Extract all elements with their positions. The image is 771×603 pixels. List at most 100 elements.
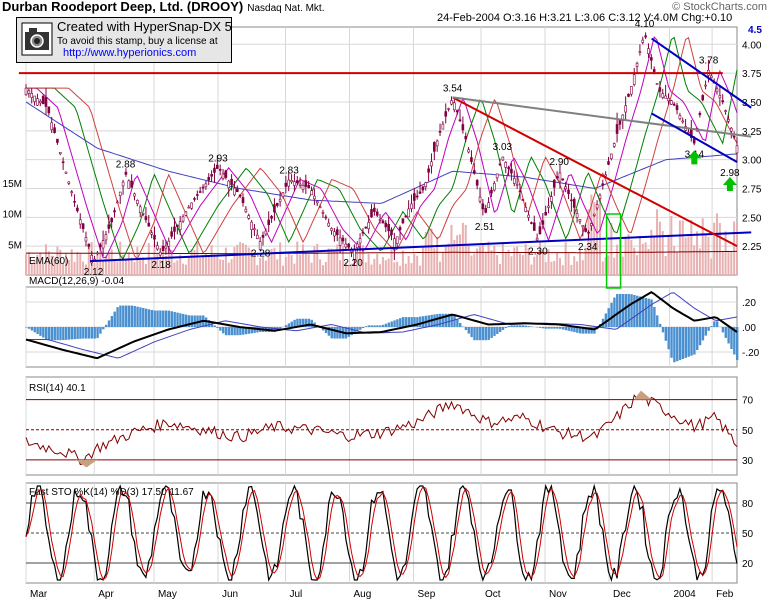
price-candle (87, 243, 91, 247)
volume-bar (450, 224, 453, 275)
trendline-channel-top (651, 37, 752, 109)
price-candle (67, 181, 71, 184)
price-candle (267, 219, 271, 225)
volume-bar (627, 234, 630, 275)
price-candle (672, 103, 676, 106)
price-candle (558, 172, 562, 182)
volume-bar (116, 261, 119, 275)
macd-hist-bar (136, 306, 139, 327)
sto-d-line (25, 486, 738, 581)
price-annotation: 3.54 (443, 83, 463, 94)
macd-hist-bar (356, 327, 359, 332)
price-candle (290, 180, 293, 183)
volume-bar (718, 223, 721, 275)
volume-bar (219, 259, 222, 275)
price-candle (481, 203, 485, 210)
price-candle (530, 222, 533, 224)
price-candle (378, 218, 382, 221)
price-candle (216, 164, 219, 169)
volume-bar (142, 257, 145, 275)
macd-hist-bar (142, 307, 145, 327)
price-candle (275, 202, 279, 206)
macd-hist-bar (247, 327, 251, 334)
volume-bar (76, 252, 79, 275)
price-candle (664, 95, 667, 99)
volume-bar (447, 243, 450, 275)
volume-bar (259, 257, 262, 275)
price-candle (607, 161, 610, 165)
price-candle (167, 240, 171, 247)
price-annotation: 2.51 (475, 222, 495, 233)
price-candle (538, 226, 542, 235)
volume-bar (399, 265, 402, 275)
macd-hist-bar (39, 327, 42, 336)
macd-hist-bar (487, 327, 490, 340)
price-candle (347, 243, 350, 248)
volume-bar (430, 228, 433, 275)
volume-bar (704, 233, 707, 275)
month-tick-label: Mar (30, 589, 48, 600)
price-candle (450, 100, 453, 105)
volume-bar (222, 260, 225, 275)
volume-bar (127, 252, 130, 275)
macd-hist-bar (396, 319, 399, 327)
volume-bar (396, 261, 399, 275)
macd-hist-bar (721, 327, 725, 333)
macd-hist-bar (736, 327, 739, 360)
ema-label: EMA(60) (29, 256, 68, 267)
macd-hist-bar (384, 323, 388, 327)
volume-bar (727, 250, 730, 275)
volume-bar (521, 254, 524, 275)
macd-hist-bar (724, 327, 727, 338)
price-annotation: 2.12 (84, 267, 104, 278)
stamp-link[interactable]: http://www.hyperionics.com (63, 47, 197, 59)
volume-bar (204, 253, 207, 275)
price-candle (161, 245, 165, 252)
volume-bar (99, 242, 102, 275)
price-candle (138, 206, 142, 213)
price-candle (390, 229, 393, 235)
volume-bar (578, 249, 581, 275)
macd-hist-bar (204, 317, 208, 327)
macd-hist-bar (350, 327, 353, 336)
volume-bar (190, 249, 193, 275)
price-candle (116, 201, 119, 204)
price-candle (264, 230, 268, 235)
price-candle (595, 204, 599, 209)
macd-hist-bar (122, 305, 125, 327)
macd-hist-bar (627, 294, 630, 327)
volume-bar (256, 265, 259, 275)
macd-hist-bar (473, 327, 476, 341)
volume-bar (70, 249, 73, 275)
volume-bar (381, 257, 384, 275)
macd-hist-bar (681, 327, 685, 359)
macd-hist-bar (42, 327, 45, 338)
volume-bar (299, 254, 302, 275)
volume-bar (170, 249, 173, 275)
volume-bar (661, 230, 664, 275)
volume-bar (336, 244, 339, 275)
price-candle (361, 231, 365, 234)
macd-hist-bar (510, 325, 513, 327)
macd-hist-bar (641, 297, 645, 327)
price-candle (218, 169, 222, 171)
price-candle (652, 69, 656, 73)
price-candle (555, 176, 559, 179)
macd-hist-bar (459, 322, 462, 327)
macd-hist-bar (179, 313, 182, 327)
macd-hist-bar (661, 327, 665, 333)
price-candle (333, 231, 336, 237)
ma-magenta-line (26, 35, 738, 259)
price-candle (727, 119, 730, 122)
macd-hist-bar (239, 327, 242, 336)
macd-hist-bar (393, 320, 396, 327)
macd-hist-bar (310, 319, 313, 327)
price-candle (56, 138, 59, 143)
price-candle (141, 213, 145, 215)
price-candle (550, 196, 553, 202)
volume-bar (576, 261, 579, 275)
volume-bar (713, 222, 716, 275)
price-candle (153, 234, 156, 240)
macd-label: MACD(12,26,9) -0.04 (29, 276, 124, 287)
price-candle (675, 105, 679, 111)
